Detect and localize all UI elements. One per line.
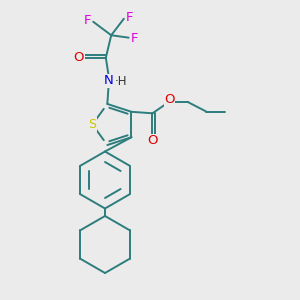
Text: O: O — [74, 51, 84, 64]
Text: N: N — [104, 74, 114, 87]
Text: ·H: ·H — [115, 75, 128, 88]
Text: S: S — [88, 118, 96, 131]
Text: O: O — [164, 93, 175, 106]
Text: F: F — [84, 14, 92, 27]
Text: F: F — [130, 32, 138, 45]
Text: F: F — [125, 11, 133, 24]
Text: O: O — [147, 134, 158, 147]
